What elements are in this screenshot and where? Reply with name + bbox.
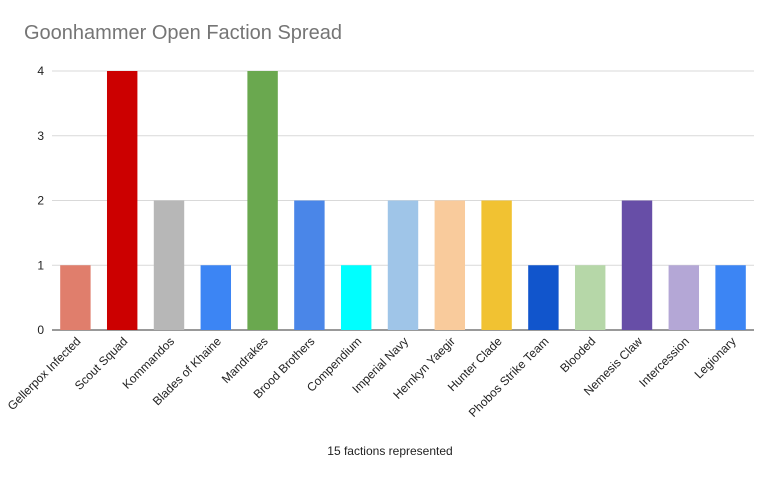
bar — [153, 200, 185, 330]
y-tick-label: 3 — [37, 129, 44, 143]
x-tick-label: Blooded — [557, 334, 598, 375]
y-tick-label: 4 — [37, 64, 44, 78]
x-axis-caption: 15 factions represented — [327, 444, 453, 458]
y-tick-label: 1 — [37, 258, 44, 272]
bar — [60, 265, 91, 330]
bar — [528, 265, 559, 330]
x-tick-label: Gellerpox Infected — [5, 334, 84, 413]
bar — [387, 200, 419, 330]
bar — [621, 200, 653, 330]
bar — [668, 265, 700, 330]
x-tick-label: Legionary — [692, 334, 739, 381]
bar — [434, 200, 466, 330]
bar — [106, 71, 138, 330]
y-tick-label: 2 — [37, 194, 44, 208]
bar — [247, 71, 278, 330]
bar — [200, 265, 232, 330]
bar — [574, 265, 606, 330]
bar — [715, 265, 746, 330]
chart-title: Goonhammer Open Faction Spread — [24, 22, 342, 44]
x-tick-label: Phobos Strike Team — [466, 334, 552, 420]
bar — [481, 200, 512, 330]
y-tick-label: 0 — [37, 323, 44, 337]
bar — [340, 265, 372, 330]
x-tick-label: Intercession — [636, 334, 692, 390]
bar — [294, 200, 325, 330]
